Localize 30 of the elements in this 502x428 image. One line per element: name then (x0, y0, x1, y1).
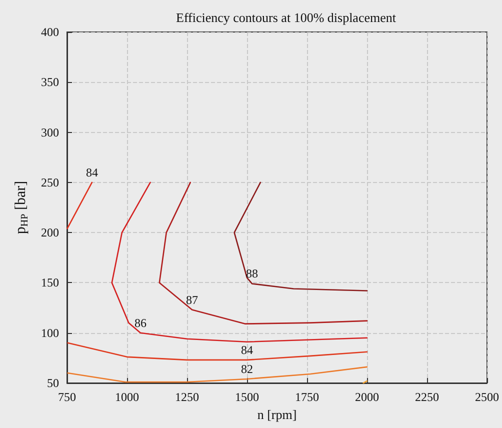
series-label: 84 (86, 165, 98, 180)
x-tick-label: 1750 (295, 390, 319, 404)
x-tick-label: 1000 (115, 390, 139, 404)
line-series (234, 182, 368, 292)
x-axis-title: n [rpm] (257, 406, 297, 422)
line-series (67, 342, 368, 361)
x-tick-label: 1250 (175, 390, 199, 404)
line-series (158, 182, 368, 324)
series-label: 82 (241, 362, 253, 376)
x-tick-label: 2500 (475, 390, 499, 404)
y-tick-label: 150 (41, 276, 59, 290)
x-tick-label: 2250 (415, 390, 439, 404)
y-tick-label: 100 (41, 326, 59, 340)
x-tick-label: 750 (58, 390, 76, 404)
x-tick-label: 2000 (355, 390, 379, 404)
series-label: 88 (246, 266, 258, 281)
y-axis-title: pHP [bar] (13, 180, 31, 234)
chart-title: Efficiency contours at 100% displacement (176, 10, 396, 25)
y-tick-label: 350 (41, 75, 59, 90)
y-tick-label: 400 (41, 25, 59, 39)
y-tick-label: 300 (41, 125, 59, 140)
series-label: 84 (241, 342, 253, 357)
y-tick-label: 250 (41, 175, 59, 190)
series-label: 86 (134, 316, 146, 330)
x-tick-label: 1500 (235, 390, 259, 404)
series-label: 87 (186, 292, 198, 307)
y-tick-label: 200 (41, 226, 59, 240)
line-series (67, 366, 368, 383)
line-series (111, 182, 368, 343)
y-tick-label: 50 (47, 376, 59, 390)
